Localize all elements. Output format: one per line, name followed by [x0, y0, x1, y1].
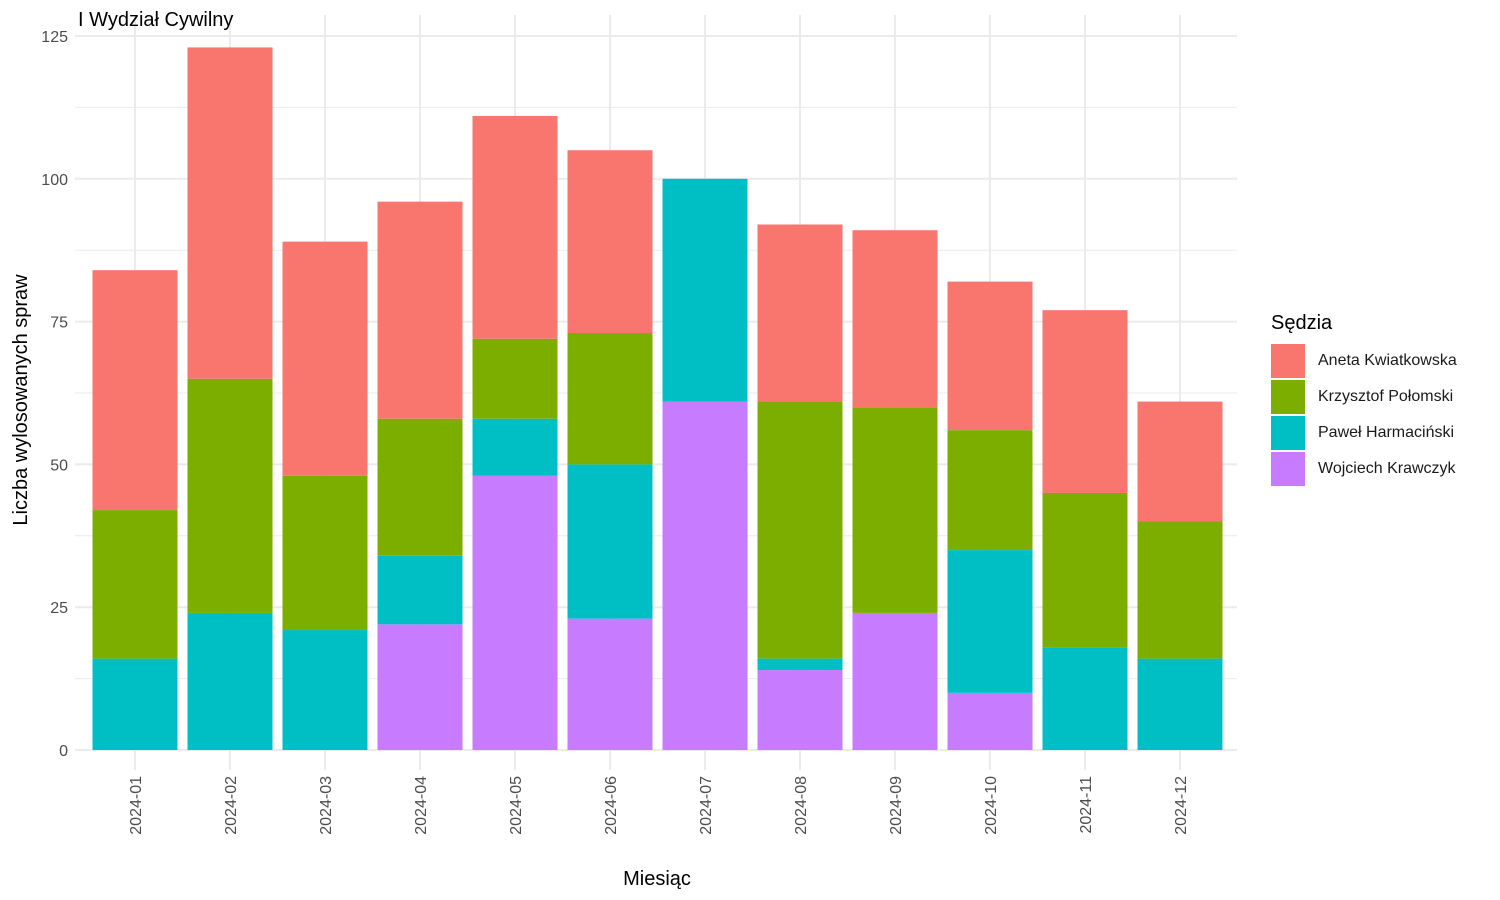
bar-segment-pawel-harmacinski [662, 178, 748, 402]
bar-segment-aneta-kwiatkowska [282, 241, 368, 476]
bar-segment-wojciech-krawczyk [947, 692, 1033, 750]
x-tick-label: 2024-10 [983, 776, 1000, 835]
y-axis-ticks: 0 25 50 75 100 125 [41, 29, 68, 760]
bar-segment-pawel-harmacinski [567, 464, 653, 619]
bar-segment-pawel-harmacinski [377, 555, 463, 625]
bar-segment-pawel-harmacinski [187, 612, 273, 750]
x-tick-label: 2024-09 [888, 776, 905, 835]
y-tick-label: 125 [41, 29, 68, 46]
bar-segment-aneta-kwiatkowska [472, 115, 558, 339]
bar-segment-aneta-kwiatkowska [757, 224, 843, 402]
x-tick-label: 2024-06 [603, 776, 620, 835]
bar-segment-pawel-harmacinski [947, 550, 1033, 693]
bar-segment-aneta-kwiatkowska [567, 150, 653, 334]
bar-segment-aneta-kwiatkowska [92, 270, 178, 511]
bar-segment-wojciech-krawczyk [472, 475, 558, 750]
bar-segment-aneta-kwiatkowska [852, 230, 938, 408]
bar-segment-aneta-kwiatkowska [1137, 401, 1223, 522]
bar-segment-krzysztof-polomski [1042, 492, 1128, 648]
legend-label: Aneta Kwiatkowska [1318, 352, 1457, 369]
legend-item-wojciech-krawczyk: Wojciech Krawczyk [1271, 451, 1491, 487]
x-tick-label: 2024-08 [793, 776, 810, 835]
legend-title: Sędzia [1271, 312, 1333, 334]
bar-segment-pawel-harmacinski [282, 630, 368, 750]
y-tick-label: 50 [50, 457, 68, 474]
bar-segment-krzysztof-polomski [757, 401, 843, 659]
bar-segment-krzysztof-polomski [1137, 521, 1223, 659]
x-tick-label: 2024-03 [318, 776, 335, 835]
legend-label: Paweł Harmaciński [1318, 424, 1455, 441]
y-tick-label: 25 [50, 600, 68, 617]
x-axis-title: Miesiąc [623, 868, 691, 890]
bar-segment-aneta-kwiatkowska [947, 281, 1033, 431]
x-tick-label: 2024-11 [1078, 776, 1095, 834]
x-tick-label: 2024-12 [1173, 776, 1190, 835]
bar-segment-pawel-harmacinski [757, 658, 843, 671]
x-tick-label: 2024-04 [413, 776, 430, 835]
bar-segment-aneta-kwiatkowska [377, 201, 463, 419]
bar-segment-pawel-harmacinski [1042, 647, 1128, 750]
bar-segment-krzysztof-polomski [567, 333, 653, 465]
legend-swatch [1271, 452, 1305, 486]
bar-segment-krzysztof-polomski [92, 510, 178, 659]
legend-swatch [1271, 416, 1305, 450]
y-axis-title: Liczba wylosowanych spraw [10, 274, 32, 526]
legend-item-aneta-kwiatkowska: Aneta Kwiatkowska [1271, 343, 1491, 379]
x-tick-label: 2024-02 [223, 776, 240, 835]
legend-swatch [1271, 380, 1305, 414]
bar-segment-pawel-harmacinski [1137, 658, 1223, 750]
x-tick-label: 2024-01 [128, 776, 145, 835]
legend-label: Wojciech Krawczyk [1318, 460, 1456, 477]
bar-segment-pawel-harmacinski [92, 658, 178, 750]
bar-segment-wojciech-krawczyk [757, 670, 843, 750]
x-tick-label: 2024-07 [698, 776, 715, 835]
bar-segment-krzysztof-polomski [852, 407, 938, 613]
legend-item-krzysztof-polomski: Krzysztof Połomski [1271, 379, 1491, 415]
y-tick-label: 75 [50, 315, 68, 332]
x-axis-ticks: 2024-01 2024-02 2024-03 2024-04 2024-05 2024-… [128, 776, 1190, 835]
legend: Sędzia Aneta Kwiatkowska Krzysztof Połom… [1271, 309, 1491, 487]
bar-segment-krzysztof-polomski [282, 475, 368, 631]
y-tick-label: 0 [59, 743, 68, 760]
bar-segment-wojciech-krawczyk [852, 612, 938, 750]
bar-segment-aneta-kwiatkowska [1042, 310, 1128, 493]
legend-label: Krzysztof Połomski [1318, 388, 1454, 405]
bar-segment-wojciech-krawczyk [662, 401, 748, 750]
bar-segment-krzysztof-polomski [472, 338, 558, 419]
y-tick-label: 100 [41, 172, 68, 189]
bar-segment-krzysztof-polomski [187, 378, 273, 613]
bar-segment-wojciech-krawczyk [567, 618, 653, 750]
bar-segment-krzysztof-polomski [377, 418, 463, 556]
bars [92, 47, 1223, 750]
bar-segment-pawel-harmacinski [472, 418, 558, 476]
x-tick-label: 2024-05 [508, 776, 525, 835]
bar-segment-krzysztof-polomski [947, 430, 1033, 551]
bar-segment-wojciech-krawczyk [377, 624, 463, 750]
chart-title: I Wydział Cywilny [78, 9, 234, 31]
legend-swatch [1271, 344, 1305, 378]
bar-segment-aneta-kwiatkowska [187, 47, 273, 379]
legend-item-pawel-harmacinski: Paweł Harmaciński [1271, 415, 1491, 451]
